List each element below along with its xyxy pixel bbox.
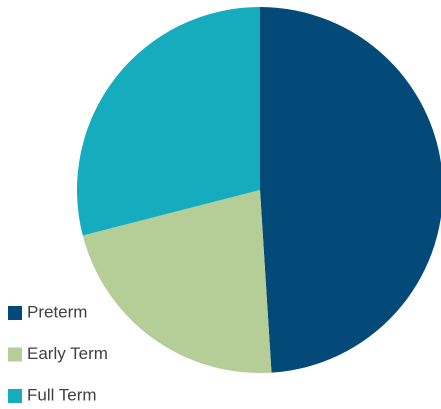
pie-slice <box>76 7 260 236</box>
pie-slice <box>82 190 272 373</box>
legend-label: Early Term <box>27 344 108 363</box>
pie-slice <box>260 7 441 373</box>
legend-swatch <box>8 347 22 362</box>
legend-swatch <box>8 306 22 320</box>
legend-swatch <box>8 389 22 403</box>
legend-label: Full Term <box>27 385 97 404</box>
legend-label: Preterm <box>27 302 87 321</box>
